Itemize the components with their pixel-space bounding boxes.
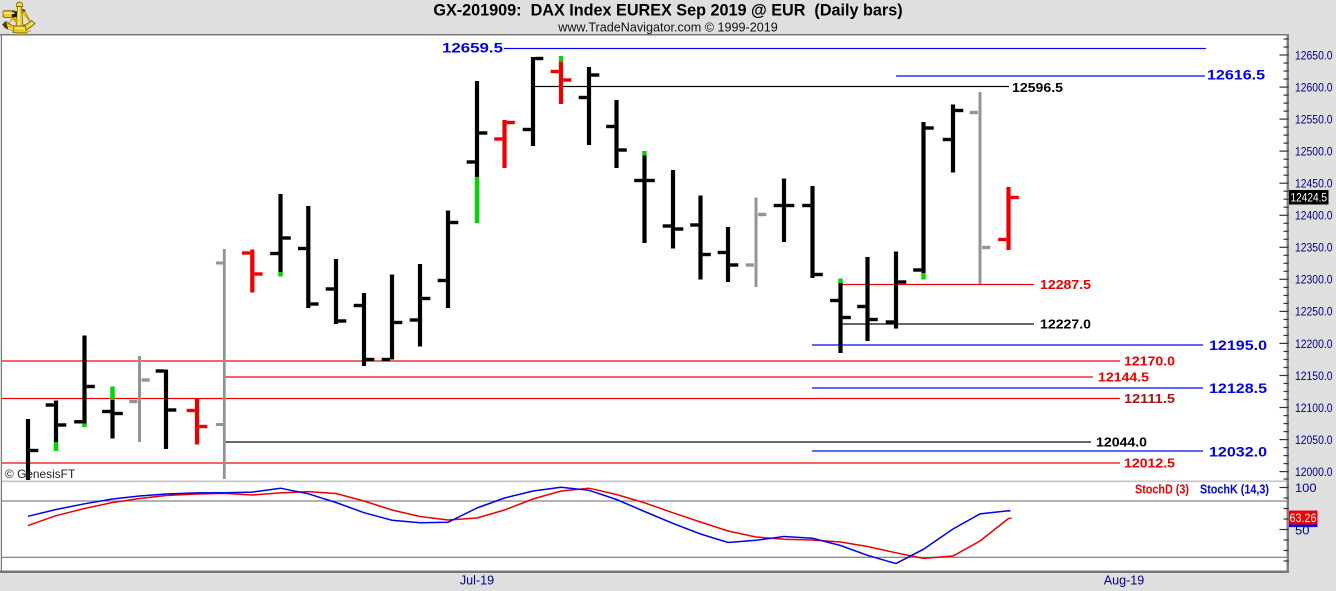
svg-text:12550.0: 12550.0 [1295,112,1333,126]
svg-text:100: 100 [1295,481,1317,495]
svg-text:12250.0: 12250.0 [1295,305,1333,319]
svg-text:© GenesisFT: © GenesisFT [5,467,75,481]
svg-text:GX-201909: DAX Index EUREX Se: GX-201909: DAX Index EUREX Sep 2019 @ EU… [433,2,902,20]
svg-text:12650.0: 12650.0 [1295,48,1333,62]
svg-text:Jul-19: Jul-19 [460,574,494,588]
svg-text:12032.0: 12032.0 [1209,443,1267,459]
svg-text:12144.5: 12144.5 [1098,369,1149,384]
svg-text:12170.0: 12170.0 [1124,353,1175,368]
svg-text:12287.5: 12287.5 [1040,277,1091,292]
svg-text:12100.0: 12100.0 [1295,401,1333,415]
svg-text:12500.0: 12500.0 [1295,144,1333,158]
svg-text:12596.5: 12596.5 [1012,80,1063,95]
svg-text:12200.0: 12200.0 [1295,337,1333,351]
svg-text:www.TradeNavigator.com © 1999-: www.TradeNavigator.com © 1999-2019 [557,21,778,35]
svg-text:12012.5: 12012.5 [1124,455,1175,470]
svg-text:12000.0: 12000.0 [1295,465,1333,479]
svg-text:Aug-19: Aug-19 [1104,574,1145,588]
svg-text:12659.5: 12659.5 [442,40,503,56]
svg-text:12044.0: 12044.0 [1096,434,1147,449]
svg-text:12128.5: 12128.5 [1209,380,1267,396]
svg-text:12424.5: 12424.5 [1291,191,1328,205]
svg-text:StochK (14,3): StochK (14,3) [1200,482,1269,496]
svg-text:12600.0: 12600.0 [1295,80,1333,94]
svg-text:12111.5: 12111.5 [1124,391,1175,406]
svg-text:12400.0: 12400.0 [1295,209,1333,223]
svg-text:12616.5: 12616.5 [1207,66,1265,82]
svg-text:12150.0: 12150.0 [1295,369,1333,383]
svg-text:12350.0: 12350.0 [1295,241,1333,255]
svg-text:12227.0: 12227.0 [1040,316,1091,331]
svg-text:12300.0: 12300.0 [1295,273,1333,287]
svg-text:12450.0: 12450.0 [1295,177,1333,191]
svg-text:12050.0: 12050.0 [1295,433,1333,447]
svg-text:63.26: 63.26 [1290,511,1317,525]
svg-text:12195.0: 12195.0 [1209,337,1267,353]
svg-text:StochD (3): StochD (3) [1135,482,1189,496]
